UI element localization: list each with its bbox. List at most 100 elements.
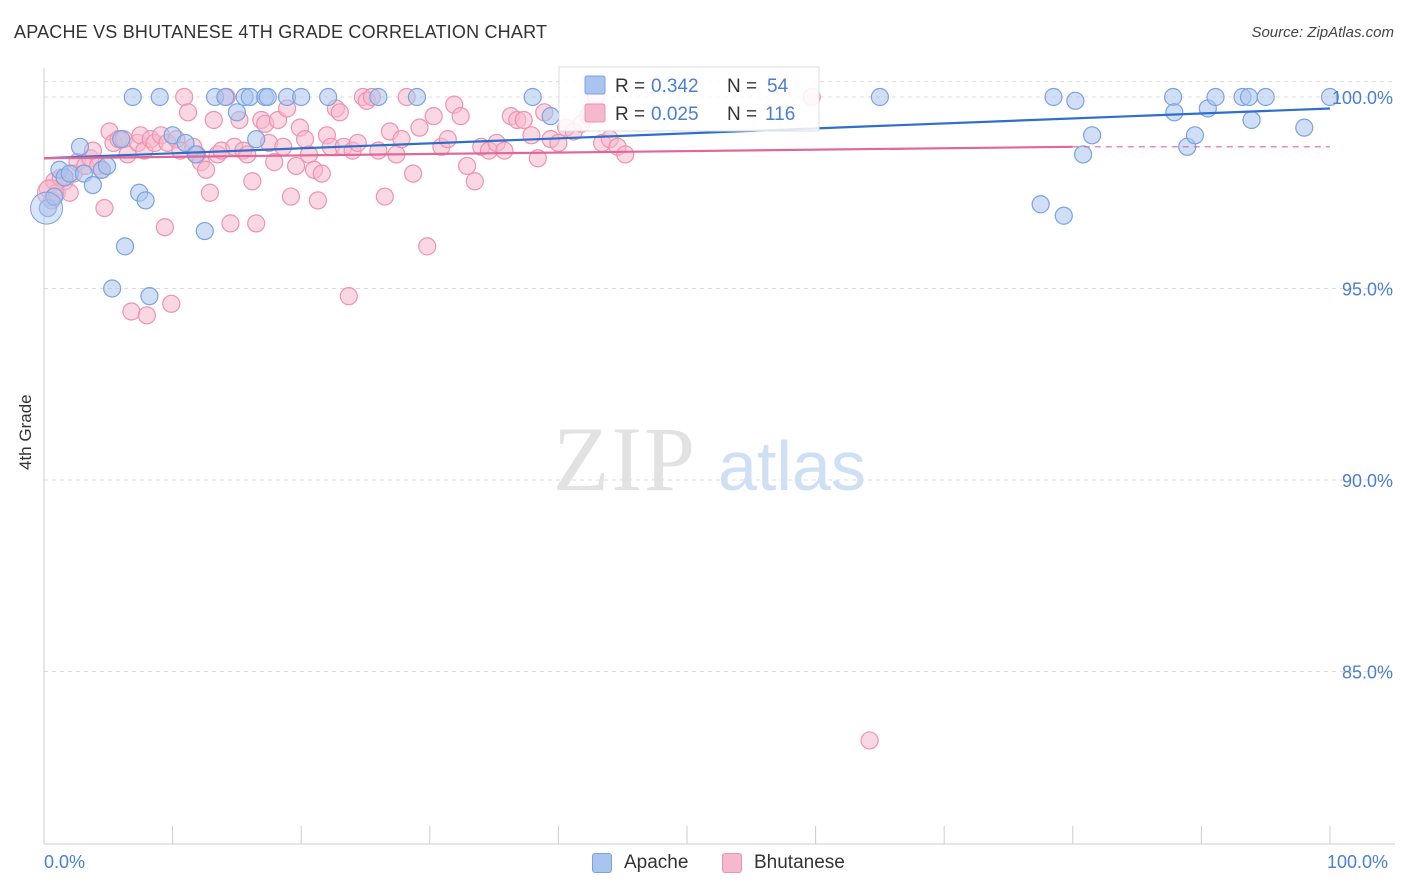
legend-label-bhutanese: Bhutanese	[754, 852, 845, 873]
apache-point	[541, 107, 560, 126]
apache-point	[83, 175, 102, 195]
bhutanese-legend-swatch	[584, 103, 606, 123]
apache-point	[123, 87, 142, 107]
apache-point	[136, 191, 155, 210]
apache-point	[176, 133, 195, 153]
apache-point	[227, 103, 246, 122]
bhutanese-point	[339, 287, 358, 306]
bhutanese-point	[330, 103, 349, 122]
apache-point	[1185, 126, 1205, 145]
bhutanese-r-value: 0.025	[651, 104, 699, 125]
bhutanese-point	[196, 160, 216, 179]
bhutanese-point	[200, 183, 219, 202]
apache-point	[70, 137, 90, 156]
y-tick-label: 95.0%	[1342, 280, 1393, 300]
apache-point	[140, 287, 159, 306]
bhutanese-point	[274, 137, 293, 156]
apache-point	[112, 130, 131, 149]
apache-point	[1239, 87, 1259, 107]
bhutanese-point	[549, 133, 568, 153]
bhutanese-point	[465, 172, 484, 191]
bhutanese-point	[495, 141, 514, 160]
apache-point	[1066, 91, 1085, 110]
y-tick-labels: 100.0% 95.0% 90.0% 85.0%	[1332, 88, 1393, 683]
apache-point	[1256, 87, 1275, 107]
apache-point	[369, 87, 388, 107]
bhutanese-point	[175, 87, 194, 107]
grid-lines	[44, 81, 1395, 672]
apache-point	[1031, 195, 1050, 214]
bhutanese-point	[286, 156, 306, 176]
bhutanese-point	[410, 118, 429, 137]
bhutanese-n-value: 116	[765, 104, 795, 125]
legend-item-bhutanese[interactable]: Bhutanese	[722, 852, 845, 874]
bhutanese-points	[36, 87, 879, 750]
apache-point	[1164, 87, 1183, 107]
apache-point	[103, 279, 122, 298]
bhutanese-point	[221, 214, 240, 233]
bhutanese-point	[247, 214, 266, 233]
apache-point	[97, 156, 117, 176]
trend-lines	[43, 107, 1331, 160]
y-tick-label: 100.0%	[1332, 88, 1393, 108]
x-tick-label-max: 100.0%	[1327, 852, 1389, 872]
apache-point	[195, 221, 214, 241]
series-legend: Apache Bhutanese	[0, 852, 1406, 878]
bhutanese-point	[424, 107, 443, 126]
bhutanese-point	[403, 164, 423, 183]
bhutanese-point	[137, 306, 156, 325]
bhutanese-point	[375, 187, 394, 206]
bhutanese-point	[438, 130, 457, 149]
stats-legend: R = 0.342 N = 54 R = 0.025 N = 116	[558, 66, 820, 132]
apache-r-value: 0.342	[651, 76, 699, 97]
bhutanese-point	[243, 172, 262, 191]
apache-n-label: N =	[727, 76, 757, 97]
x-tick-label-min: 0.0%	[44, 852, 86, 872]
apache-point	[1082, 126, 1102, 145]
watermark-zip: ZIP	[553, 408, 697, 510]
bhutanese-trend-line	[43, 145, 1073, 160]
apache-point	[523, 87, 542, 107]
apache-point-large	[30, 191, 64, 225]
apache-point	[319, 87, 338, 107]
bhutanese-point	[295, 130, 315, 149]
bhutanese-point	[457, 156, 477, 176]
apache-point	[1073, 145, 1093, 164]
bhutanese-point	[860, 731, 879, 750]
chart-title: APACHE VS BHUTANESE 4TH GRADE CORRELATIO…	[14, 22, 548, 42]
watermark: ZIP atlas	[553, 408, 866, 510]
watermark-atlas: atlas	[718, 427, 866, 505]
bhutanese-point	[348, 133, 367, 153]
apache-point	[150, 87, 169, 107]
apache-r-label: R =	[615, 76, 645, 97]
bhutanese-point	[418, 237, 437, 256]
apache-swatch	[592, 853, 612, 873]
apache-point	[216, 87, 235, 107]
legend-item-apache[interactable]: Apache	[592, 852, 688, 874]
apache-trend-line	[43, 107, 1331, 160]
apache-point	[115, 237, 135, 256]
apache-point	[258, 87, 277, 107]
bhutanese-point	[522, 126, 541, 145]
bhutanese-point	[308, 191, 328, 210]
bhutanese-n-label: N =	[727, 104, 757, 125]
source-label: Source: ZipAtlas.com	[1251, 24, 1394, 41]
bhutanese-point	[528, 149, 547, 168]
apache-legend-swatch	[584, 75, 606, 95]
bhutanese-point	[265, 153, 284, 172]
apache-point	[247, 130, 266, 149]
apache-point	[1295, 118, 1314, 137]
apache-point	[407, 87, 427, 107]
y-tick-label: 85.0%	[1342, 663, 1393, 683]
bhutanese-point	[178, 103, 198, 122]
apache-point	[1242, 110, 1261, 130]
bhutanese-point	[514, 110, 533, 130]
apache-point	[1165, 103, 1184, 122]
bhutanese-swatch	[722, 853, 742, 873]
apache-point	[1320, 87, 1340, 107]
apache-n-value: 54	[767, 76, 789, 97]
bhutanese-point	[204, 110, 223, 130]
y-tick-label: 90.0%	[1342, 471, 1393, 491]
apache-point	[240, 87, 259, 107]
bhutanese-point	[162, 294, 181, 313]
